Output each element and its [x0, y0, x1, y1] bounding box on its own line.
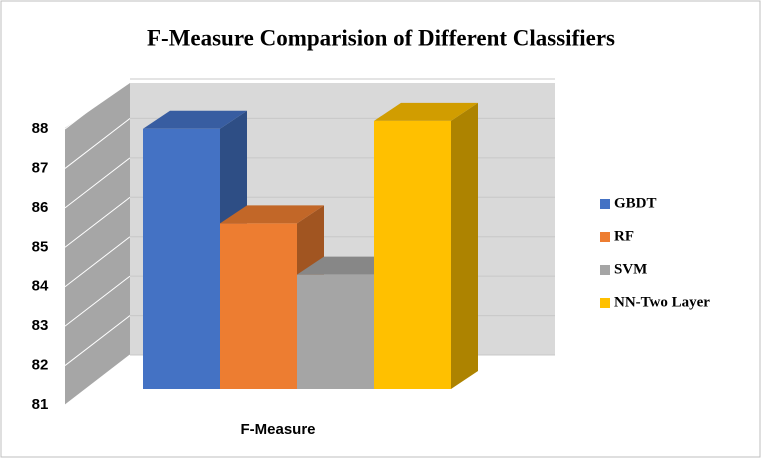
grid-line [64, 354, 131, 406]
legend-label: RF [614, 228, 634, 244]
grid-line [64, 196, 131, 248]
bar-top [220, 205, 324, 224]
y-tick-label: 83 [32, 317, 49, 334]
y-tick-label: 82 [32, 357, 49, 374]
x-tick-label: F-Measure [240, 421, 315, 438]
grid-line [64, 236, 131, 288]
y-tick-label: 81 [32, 396, 49, 413]
y-tick-label: 84 [32, 278, 49, 295]
grid-line [64, 78, 131, 130]
legend-swatch [600, 298, 610, 308]
grid-line [64, 275, 131, 327]
bar [220, 223, 297, 389]
side-wall [65, 83, 130, 405]
legend-label: SVM [614, 261, 647, 277]
bar [143, 128, 220, 389]
bar-top [374, 102, 478, 121]
legend-swatch [600, 265, 610, 275]
y-tick-label: 85 [32, 238, 49, 255]
grid-line [64, 315, 131, 366]
bar [374, 120, 451, 389]
grid-line [64, 118, 131, 169]
legend-swatch [600, 199, 610, 209]
legend-label: GBDT [614, 195, 657, 211]
bar [297, 274, 374, 389]
grid-line [64, 157, 131, 209]
chart-title: F-Measure Comparision of Different Class… [147, 25, 615, 50]
y-tick-label: 86 [32, 199, 49, 216]
bar-top [143, 110, 247, 129]
bar-side [451, 102, 478, 389]
legend-label: NN-Two Layer [614, 294, 710, 310]
y-tick-label: 87 [32, 159, 49, 176]
legend-swatch [600, 232, 610, 242]
y-tick-label: 88 [32, 120, 49, 137]
